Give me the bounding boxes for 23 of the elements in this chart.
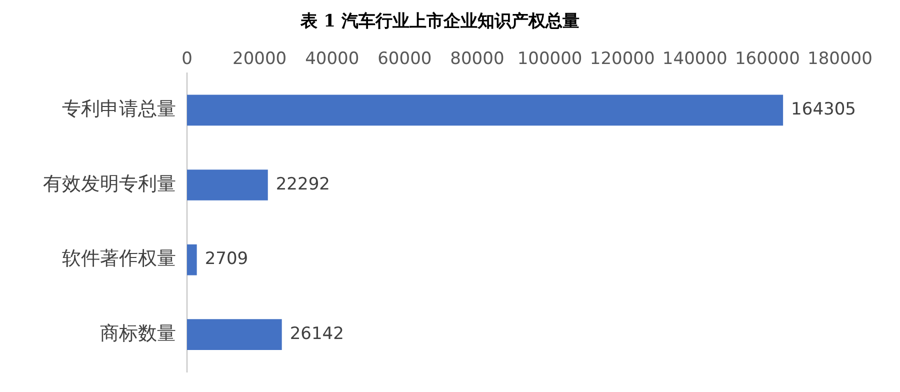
x-tick-label: 160000 [734,49,800,70]
x-tick-label: 80000 [450,49,504,70]
chart-title: 表 1 汽车行业上市企业知识产权总量 [300,12,580,32]
x-tick-label: 40000 [305,49,360,70]
bar [187,170,268,200]
x-tick-label: 120000 [590,49,655,70]
y-tick-label: 软件著作权量 [62,248,176,270]
bar [187,319,282,350]
bar [187,244,197,276]
data-label: 2709 [204,249,248,270]
data-label: 164305 [791,100,856,120]
y-tick-label: 有效发明专利量 [43,172,176,195]
x-tick-label: 0 [182,49,192,70]
data-label: 22292 [276,174,330,194]
data-label: 26142 [290,324,344,344]
x-tick-label: 140000 [662,49,728,70]
x-tick-label: 180000 [808,49,872,70]
bar [187,94,784,126]
x-tick-label: 20000 [232,49,287,70]
y-tick-label: 专利申请总量 [62,98,176,120]
x-tick-label: 100000 [517,49,582,70]
y-tick-label: 商标数量 [100,322,176,345]
x-tick-label: 60000 [378,49,432,70]
